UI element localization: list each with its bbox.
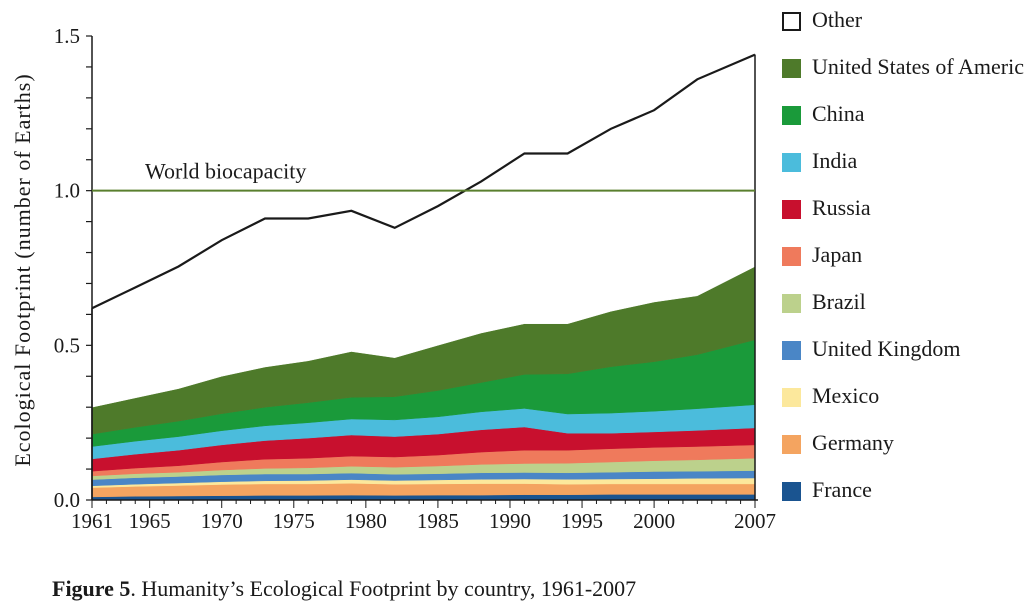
legend-item-united-kingdom: United Kingdom xyxy=(780,331,1024,378)
figure-number: Figure 5 xyxy=(52,576,131,601)
caption-text: . Humanity’s Ecological Footprint by cou… xyxy=(130,576,637,601)
biocapacity-label: World biocapacity xyxy=(145,159,306,184)
legend-swatch xyxy=(782,200,801,219)
biocapacity-reference: World biocapacity xyxy=(92,159,755,192)
legend-swatch xyxy=(782,435,801,454)
x-tick-label: 1965 xyxy=(129,509,171,533)
x-tick-label: 2007 xyxy=(734,509,776,533)
ecological-footprint-chart: 0.0 0.5 1.0 1.5 1961 1965 1970 1975 1980 1985 1990… xyxy=(10,24,776,533)
legend-swatch xyxy=(782,12,801,31)
y-tick-label: 0.0 xyxy=(54,488,80,512)
legend-swatch xyxy=(782,153,801,172)
legend-item-germany: Germany xyxy=(780,425,1024,472)
total-footprint-line xyxy=(91,53,756,310)
x-tick-label: 1985 xyxy=(417,509,459,533)
legend-label: China xyxy=(812,101,865,126)
legend-item-united-states-of-america: United States of America xyxy=(780,49,1024,96)
legend-swatch xyxy=(782,247,801,266)
legend-item-japan: Japan xyxy=(780,237,1024,284)
legend-label: United States of America xyxy=(812,54,1024,79)
figure-caption: Figure 5. Humanity’s Ecological Footprin… xyxy=(52,576,636,602)
legend-label: United Kingdom xyxy=(812,336,961,361)
legend-item-brazil: Brazil xyxy=(780,284,1024,331)
legend-label: Germany xyxy=(812,430,894,455)
legend-swatch xyxy=(782,388,801,407)
x-tick-label: 1980 xyxy=(345,509,387,533)
legend-item-china: China xyxy=(780,96,1024,143)
x-tick-label: 1975 xyxy=(273,509,315,533)
y-tick-label: 1.0 xyxy=(54,179,80,203)
legend-item-other: Other xyxy=(780,2,1024,49)
legend-label: Brazil xyxy=(812,289,866,314)
legend-swatch xyxy=(782,59,801,78)
legend-label: India xyxy=(812,148,858,173)
legend-item-russia: Russia xyxy=(780,190,1024,237)
legend-label: Mexico xyxy=(812,383,880,408)
x-tick-label: 1995 xyxy=(561,509,603,533)
legend-label: France xyxy=(812,477,872,502)
y-tick-label: 1.5 xyxy=(54,24,80,48)
legend-item-india: India xyxy=(780,143,1024,190)
x-tick-label: 1970 xyxy=(201,509,243,533)
stacked-areas xyxy=(91,53,756,501)
legend-item-mexico: Mexico xyxy=(780,378,1024,425)
legend-item-france: France xyxy=(780,472,1024,519)
legend-swatch xyxy=(782,482,801,501)
legend-swatch xyxy=(782,341,801,360)
legend-swatch xyxy=(782,106,801,125)
y-axis-label: Ecological Footprint (number of Earths) xyxy=(10,73,35,466)
y-tick-label: 0.5 xyxy=(54,333,80,357)
legend-swatch xyxy=(782,294,801,313)
legend-label: Japan xyxy=(812,242,863,267)
x-tick-label: 1961 xyxy=(71,509,113,533)
legend-label: Other xyxy=(812,7,863,32)
axes: 0.0 0.5 1.0 1.5 1961 1965 1970 1975 1980 1985 1990… xyxy=(54,24,776,533)
legend: Other United States of America China India R… xyxy=(780,2,1024,519)
x-tick-label: 1990 xyxy=(489,509,531,533)
legend-label: Russia xyxy=(812,195,871,220)
x-tick-label: 2000 xyxy=(633,509,675,533)
